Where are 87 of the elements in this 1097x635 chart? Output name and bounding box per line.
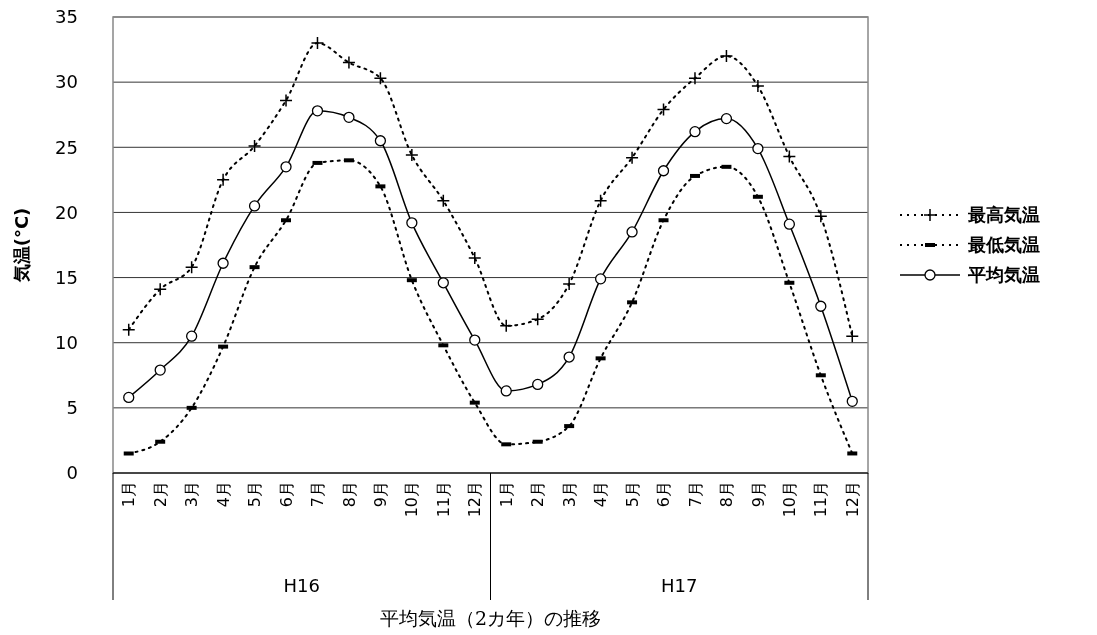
x-tick-label: 2月 <box>150 481 170 508</box>
x-tick-label: 11月 <box>433 481 453 518</box>
point <box>153 282 167 297</box>
point <box>123 391 135 404</box>
point <box>782 149 797 164</box>
y-tick-label: 25 <box>55 136 78 158</box>
point <box>343 111 355 123</box>
legend-label: 平均気温 <box>967 264 1040 286</box>
x-tick-label: 12月 <box>465 481 485 518</box>
x-tick-label: 12月 <box>842 481 862 518</box>
text: 平均気温（2カ年）の推移 <box>379 607 602 629</box>
text: H17 <box>661 575 698 596</box>
text: H16 <box>283 575 320 596</box>
point <box>405 148 419 162</box>
x-tick-label: 4月 <box>213 481 233 508</box>
point <box>310 36 325 50</box>
point <box>846 395 858 407</box>
point <box>814 209 828 224</box>
x-tick-label: 8月 <box>717 481 737 508</box>
point <box>845 329 860 343</box>
point <box>217 257 229 269</box>
x-tick-label: 6月 <box>654 481 674 508</box>
point <box>594 273 607 285</box>
point <box>216 173 230 187</box>
point <box>279 93 293 108</box>
point <box>342 55 356 70</box>
x-tick-label: 1月 <box>119 481 139 508</box>
point <box>625 150 639 165</box>
legend-label: 最低気温 <box>967 234 1040 256</box>
x-tick-label: 5月 <box>245 481 265 508</box>
point <box>720 112 733 125</box>
point <box>186 330 198 342</box>
point <box>626 226 638 238</box>
x-tick-label: 4月 <box>591 481 611 508</box>
point <box>184 260 199 274</box>
point <box>469 334 481 346</box>
x-tick-label: 2月 <box>528 481 548 508</box>
point <box>656 102 671 117</box>
point <box>154 364 166 376</box>
point <box>121 322 136 337</box>
point <box>593 193 608 208</box>
point <box>783 218 795 230</box>
point <box>719 49 734 63</box>
point <box>311 105 324 117</box>
point <box>500 385 512 397</box>
point <box>373 71 388 85</box>
x-tick-label: 5月 <box>622 481 642 508</box>
y-axis-title: 気温(°C) <box>11 207 32 284</box>
x-tick-label: 6月 <box>276 481 296 508</box>
point <box>406 217 418 229</box>
x-tick-label: 3月 <box>182 481 202 508</box>
point <box>751 79 765 93</box>
y-tick-label: 20 <box>55 201 78 223</box>
x-tick-label: 7月 <box>685 481 705 508</box>
y-tick-label: 30 <box>55 71 78 93</box>
point <box>657 165 670 177</box>
point <box>280 161 292 173</box>
point <box>532 378 544 391</box>
point <box>815 300 827 312</box>
x-tick-label: 9月 <box>371 481 390 508</box>
point <box>562 277 576 291</box>
point <box>468 251 482 265</box>
point <box>752 142 764 155</box>
point <box>688 71 702 85</box>
point <box>689 126 701 138</box>
y-tick-label: 15 <box>55 266 78 288</box>
x-tick-label: 8月 <box>339 481 359 508</box>
x-tick-label: 3月 <box>559 481 579 508</box>
y-tick-label: 5 <box>66 397 78 419</box>
point <box>248 200 261 212</box>
point <box>437 277 449 289</box>
x-tick-label: 1月 <box>496 481 516 508</box>
point <box>436 193 451 208</box>
point <box>374 135 387 147</box>
x-tick-label: 9月 <box>748 481 768 508</box>
point <box>499 319 513 333</box>
point <box>563 351 575 363</box>
x-tick-label: 11月 <box>811 481 831 518</box>
point <box>247 139 262 153</box>
point <box>530 312 545 327</box>
x-tick-label: 10月 <box>779 481 799 518</box>
y-tick-label: 10 <box>55 332 78 354</box>
x-tick-label: 10月 <box>402 481 422 518</box>
y-tick-label: 35 <box>55 6 78 28</box>
legend-label: 最高気温 <box>967 204 1040 226</box>
y-tick-label: 0 <box>66 462 78 484</box>
x-tick-label: 7月 <box>308 481 328 508</box>
